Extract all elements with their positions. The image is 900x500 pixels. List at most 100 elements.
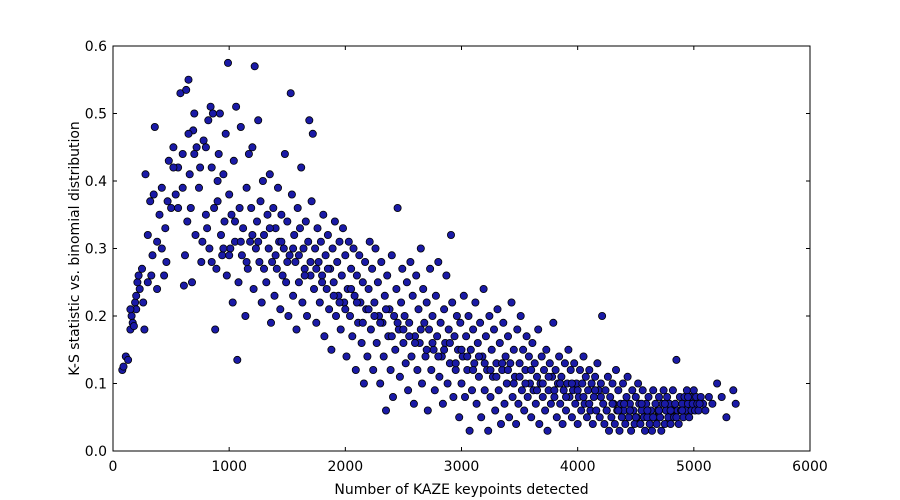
data-point [392,284,401,293]
data-point [348,332,357,341]
data-point [179,281,188,290]
data-point [486,365,495,374]
data-point [283,257,292,266]
data-point [299,244,308,253]
data-point [232,102,241,111]
data-point [263,210,272,219]
data-point [327,345,336,354]
data-point [308,129,317,138]
data-point [448,298,457,307]
data-point [530,359,539,368]
data-point [398,264,407,273]
data-point [493,305,502,314]
data-point [527,413,536,422]
y-axis-label: K-S statistic vs. binomial distribution [67,121,83,376]
data-point [395,372,404,381]
data-point [143,278,152,287]
data-point [390,311,399,320]
data-point [506,359,515,368]
data-point [335,298,344,307]
data-point [571,399,580,408]
x-tick-labels: 0 1000 2000 3000 4000 5000 6000 [109,459,828,475]
data-point [695,399,704,408]
data-point [509,379,518,388]
data-point [560,359,569,368]
data-point [333,257,342,266]
data-point [364,305,373,314]
data-point [514,399,523,408]
data-point [183,217,192,226]
data-point [146,197,155,206]
data-point [608,379,617,388]
data-point [335,237,344,246]
data-point [204,116,213,125]
data-point [451,359,460,368]
data-point [347,284,356,293]
data-point [227,210,236,219]
data-point [576,365,585,374]
data-point [293,203,302,212]
data-point [399,325,408,334]
data-point [163,197,172,206]
data-point [350,291,359,300]
data-point [503,332,512,341]
data-point [708,399,717,408]
data-point [186,203,195,212]
data-point [178,183,187,192]
data-point [316,237,325,246]
data-point [440,345,449,354]
data-point [656,413,665,422]
data-point [689,386,698,395]
data-point [509,345,518,354]
y-tick-label: 0.1 [85,377,107,393]
y-tick-label: 0.6 [85,39,107,55]
data-point [541,406,550,415]
data-point [139,298,148,307]
data-point [220,217,229,226]
data-point [307,197,316,206]
data-point [592,406,601,415]
data-point [207,257,216,266]
data-point [570,359,579,368]
data-point [292,325,301,334]
data-point [579,392,588,401]
data-point [341,251,350,260]
data-point [573,419,582,428]
data-point [225,190,234,199]
data-point [178,149,187,158]
data-point [357,338,366,347]
data-point [208,109,217,118]
data-point [515,359,524,368]
data-point [587,379,596,388]
data-point [481,332,490,341]
data-point [600,419,609,428]
data-point [365,237,374,246]
data-point [549,318,558,327]
data-point [322,284,331,293]
data-point [467,386,476,395]
data-point [330,217,339,226]
data-point [235,203,244,212]
data-point [451,365,460,374]
data-point [376,318,385,327]
data-point [407,352,416,361]
data-point [190,109,199,118]
data-point [562,406,571,415]
data-point [124,355,133,364]
data-point [540,365,549,374]
x-tick-label: 1000 [211,459,247,475]
data-point [223,58,232,67]
data-point [387,251,396,260]
data-point [649,413,658,422]
x-tick-label: 2000 [328,459,364,475]
data-point [265,170,274,179]
data-point [431,291,440,300]
data-point [119,362,128,371]
data-point [368,264,377,273]
data-point [309,284,318,293]
data-point [543,426,552,435]
data-point [199,136,208,145]
data-point [501,352,510,361]
data-point [421,352,430,361]
data-point [295,224,304,233]
